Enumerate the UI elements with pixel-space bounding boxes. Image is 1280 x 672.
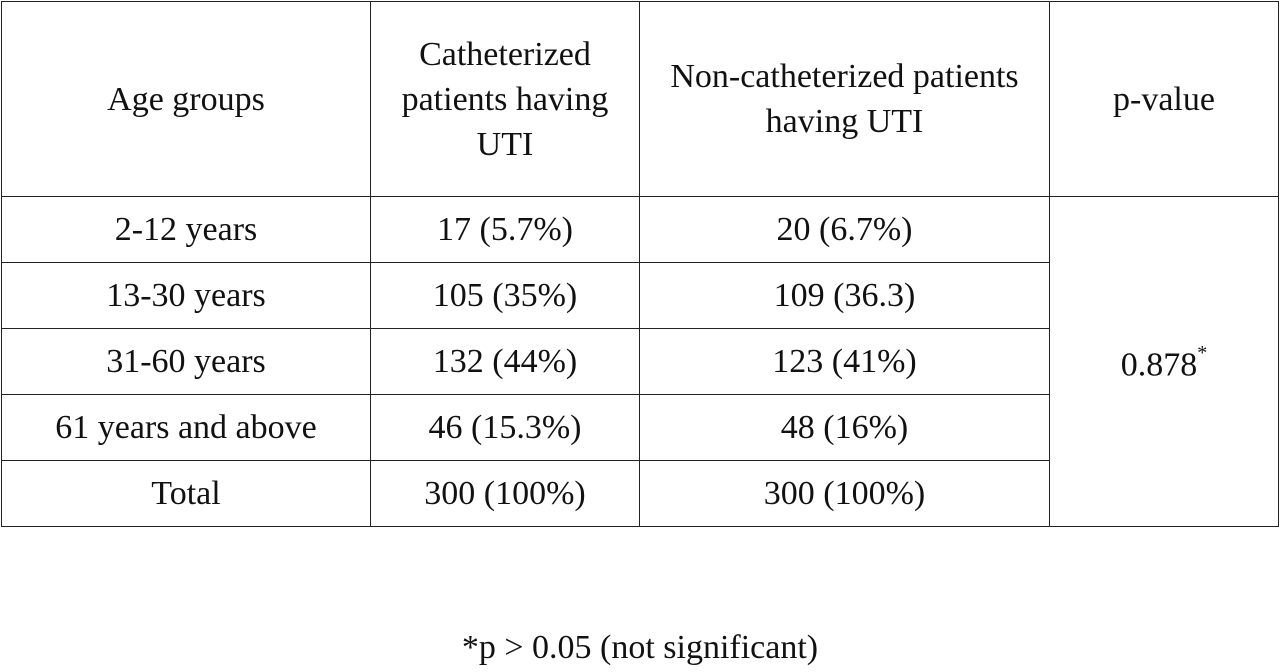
header-p-value: p-value — [1049, 1, 1279, 197]
uti-age-table-container: Age groups Catheterized patients having … — [1, 1, 1279, 527]
header-row: Age groups Catheterized patients having … — [1, 1, 1279, 197]
age-group-cell: 61 years and above — [1, 394, 371, 461]
header-non-catheterized: Non-catheterized patients having UTI — [639, 1, 1050, 197]
age-group-cell: 31-60 years — [1, 328, 371, 395]
catheterized-cell: 132 (44%) — [370, 328, 640, 395]
catheterized-cell: 46 (15.3%) — [370, 394, 640, 461]
catheterized-cell: 300 (100%) — [370, 460, 640, 527]
table-body: 2-12 years 17 (5.7%) 20 (6.7%) 0.878* 13… — [1, 196, 1279, 527]
age-group-cell: 13-30 years — [1, 262, 371, 329]
table-header: Age groups Catheterized patients having … — [1, 1, 1279, 197]
significance-footnote: *p > 0.05 (not significant) — [461, 629, 819, 666]
catheterized-cell: 17 (5.7%) — [370, 196, 640, 263]
non-catheterized-cell: 48 (16%) — [639, 394, 1050, 461]
non-catheterized-cell: 20 (6.7%) — [639, 196, 1050, 263]
p-value-significance-mark: * — [1197, 342, 1208, 365]
header-catheterized: Catheterized patients having UTI — [370, 1, 640, 197]
p-value-cell: 0.878* — [1049, 196, 1279, 527]
uti-age-table: Age groups Catheterized patients having … — [1, 1, 1279, 527]
age-group-cell: 2-12 years — [1, 196, 371, 263]
header-age-groups: Age groups — [1, 1, 371, 197]
table-row-total: Total 300 (100%) 300 (100%) — [1, 460, 1279, 527]
non-catheterized-cell: 123 (41%) — [639, 328, 1050, 395]
table-row: 13-30 years 105 (35%) 109 (36.3) — [1, 262, 1279, 329]
p-value: 0.878 — [1120, 346, 1198, 384]
catheterized-cell: 105 (35%) — [370, 262, 640, 329]
non-catheterized-cell: 300 (100%) — [639, 460, 1050, 527]
age-group-cell: Total — [1, 460, 371, 527]
table-row: 2-12 years 17 (5.7%) 20 (6.7%) 0.878* — [1, 196, 1279, 527]
non-catheterized-cell: 109 (36.3) — [639, 262, 1050, 329]
